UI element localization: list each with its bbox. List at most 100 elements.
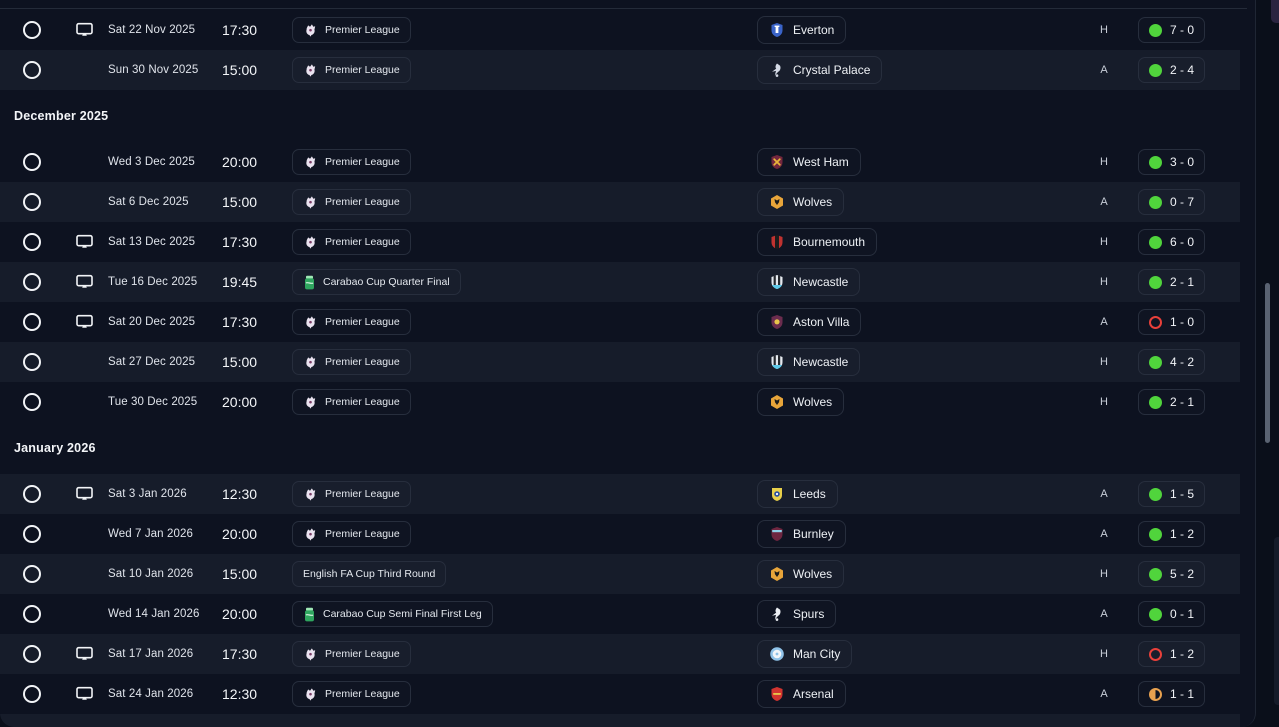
competition-badge[interactable]: Premier League [292, 349, 411, 375]
score-pill[interactable]: 0 - 1 [1137, 601, 1205, 627]
tv-broadcast-icon [76, 22, 93, 38]
score-pill[interactable]: 0 - 7 [1137, 189, 1205, 215]
opponent-cell: Wolves [757, 388, 845, 416]
opponent-link[interactable]: Wolves [757, 188, 845, 216]
competition-icon [303, 235, 318, 250]
fixture-row[interactable]: Sat 22 Nov 2025 17:30 Premier League Eve… [0, 10, 1240, 50]
opponent-club-badge-icon [769, 154, 785, 170]
fixture-select-circle[interactable] [23, 353, 41, 371]
fixture-row[interactable]: Sun 30 Nov 2025 15:00 Premier League Cry… [0, 50, 1240, 90]
result-indicator-icon [1148, 487, 1162, 501]
opponent-link[interactable]: Wolves [757, 388, 845, 416]
fixture-select-circle[interactable] [23, 645, 41, 663]
fixture-row[interactable]: Sat 20 Dec 2025 17:30 Premier League Ast… [0, 302, 1240, 342]
fixture-row[interactable]: Sat 6 Dec 2025 15:00 Premier League Wolv… [0, 182, 1240, 222]
opponent-link[interactable]: Newcastle [757, 348, 861, 376]
competition-label: English FA Cup Third Round [303, 568, 436, 580]
score-pill[interactable]: 2 - 1 [1137, 269, 1205, 295]
fixture-row[interactable]: Wed 14 Jan 2026 20:00 Carabao Cup Semi F… [0, 594, 1240, 634]
score-pill[interactable]: 1 - 2 [1137, 641, 1205, 667]
competition-badge[interactable]: Premier League [292, 229, 411, 255]
opponent-link[interactable]: Man City [757, 640, 853, 668]
opponent-link[interactable]: Wolves [757, 560, 845, 588]
score-pill[interactable]: 1 - 1 [1137, 681, 1205, 707]
score-pill[interactable]: 7 - 0 [1137, 17, 1205, 43]
venue-indicator: A [1100, 488, 1108, 500]
competition-badge[interactable]: English FA Cup Third Round [292, 561, 447, 587]
opponent-link[interactable]: Everton [757, 16, 847, 44]
fixture-select-circle[interactable] [23, 605, 41, 623]
competition-label: Premier League [325, 24, 400, 36]
fixture-row[interactable]: Wed 7 Jan 2026 20:00 Premier League Burn… [0, 514, 1240, 554]
competition-badge[interactable]: Carabao Cup Semi Final First Leg [292, 601, 493, 627]
fixture-row[interactable]: Sat 27 Dec 2025 15:00 Premier League New… [0, 342, 1240, 382]
fixture-row[interactable]: Sat 24 Jan 2026 12:30 Premier League Ars… [0, 674, 1240, 714]
score-pill[interactable]: 1 - 5 [1137, 481, 1205, 507]
competition-badge[interactable]: Premier League [292, 481, 411, 507]
opponent-link[interactable]: Aston Villa [757, 308, 862, 336]
opponent-name: Leeds [793, 487, 826, 501]
competition-badge[interactable]: Carabao Cup Quarter Final [292, 269, 461, 295]
competition-badge[interactable]: Premier League [292, 149, 411, 175]
fixture-select-circle[interactable] [23, 233, 41, 251]
month-section-header: January 2026 [14, 441, 96, 455]
competition-badge[interactable]: Premier League [292, 57, 411, 83]
score-pill[interactable]: 2 - 1 [1137, 389, 1205, 415]
fixture-row[interactable]: Tue 16 Dec 2025 19:45 Carabao Cup Quarte… [0, 262, 1240, 302]
score-pill[interactable]: 5 - 2 [1137, 561, 1205, 587]
fixture-select-circle[interactable] [23, 393, 41, 411]
score-pill[interactable]: 3 - 0 [1137, 149, 1205, 175]
fixture-row[interactable]: Tue 30 Dec 2025 20:00 Premier League Wol… [0, 382, 1240, 422]
score-pill[interactable]: 2 - 4 [1137, 57, 1205, 83]
result-indicator-icon [1148, 195, 1162, 209]
result-indicator-icon [1148, 315, 1162, 329]
opponent-link[interactable]: Spurs [757, 600, 837, 628]
fixture-select-circle[interactable] [23, 685, 41, 703]
fixture-row-partial[interactable] [0, 714, 1240, 727]
score-cell: 3 - 0 [1137, 149, 1205, 175]
competition-badge[interactable]: Premier League [292, 681, 411, 707]
competition-badge[interactable]: Premier League [292, 389, 411, 415]
fixture-select-circle[interactable] [23, 21, 41, 39]
opponent-club-badge-icon [769, 314, 785, 330]
opponent-link[interactable]: Crystal Palace [757, 56, 883, 84]
score-cell: 4 - 2 [1137, 349, 1205, 375]
competition-badge[interactable]: Premier League [292, 521, 411, 547]
opponent-link[interactable]: Burnley [757, 520, 846, 548]
fixture-select-circle[interactable] [23, 485, 41, 503]
fixture-row[interactable]: Sat 10 Jan 2026 15:00 English FA Cup Thi… [0, 554, 1240, 594]
competition-icon [303, 23, 318, 38]
opponent-link[interactable]: Newcastle [757, 268, 861, 296]
score-pill[interactable]: 4 - 2 [1137, 349, 1205, 375]
score-pill[interactable]: 1 - 0 [1137, 309, 1205, 335]
competition-cell: Premier League [292, 189, 411, 215]
fixture-select-circle[interactable] [23, 61, 41, 79]
opponent-link[interactable]: West Ham [757, 148, 861, 176]
fixture-select-circle[interactable] [23, 565, 41, 583]
fixture-select-circle[interactable] [23, 525, 41, 543]
competition-badge[interactable]: Premier League [292, 641, 411, 667]
opponent-link[interactable]: Leeds [757, 480, 838, 508]
vertical-scrollbar-thumb[interactable] [1265, 283, 1270, 443]
fixture-row[interactable]: Wed 3 Dec 2025 20:00 Premier League West… [0, 142, 1240, 182]
opponent-name: Wolves [793, 395, 833, 409]
fixture-select-circle[interactable] [23, 273, 41, 291]
score-pill[interactable]: 6 - 0 [1137, 229, 1205, 255]
fixture-row[interactable]: Sat 3 Jan 2026 12:30 Premier League Leed… [0, 474, 1240, 514]
score-pill[interactable]: 1 - 2 [1137, 521, 1205, 547]
competition-badge[interactable]: Premier League [292, 189, 411, 215]
opponent-link[interactable]: Bournemouth [757, 228, 878, 256]
fixture-select-circle[interactable] [23, 193, 41, 211]
result-indicator-icon [1148, 527, 1162, 541]
competition-badge[interactable]: Premier League [292, 17, 411, 43]
result-indicator-icon [1148, 235, 1162, 249]
fixture-select-circle[interactable] [23, 153, 41, 171]
competition-badge[interactable]: Premier League [292, 309, 411, 335]
fixture-row[interactable]: Sat 13 Dec 2025 17:30 Premier League Bou… [0, 222, 1240, 262]
opponent-name: Aston Villa [793, 315, 850, 329]
fixture-row[interactable]: Sat 17 Jan 2026 17:30 Premier League Man… [0, 634, 1240, 674]
venue-indicator: H [1100, 156, 1108, 168]
fixture-select-circle[interactable] [23, 313, 41, 331]
opponent-link[interactable]: Arsenal [757, 680, 846, 708]
competition-label: Premier League [325, 488, 400, 500]
